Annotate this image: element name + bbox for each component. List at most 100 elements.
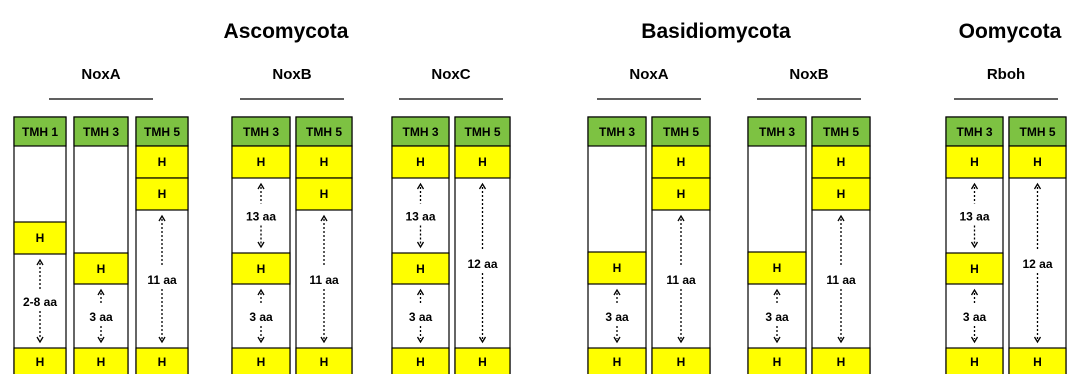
helix-label: H (677, 355, 686, 369)
helix-box (135, 145, 189, 179)
helix-box (454, 347, 511, 374)
spacer-label: 11 aa (666, 273, 696, 287)
tmh-column: TMH 3 H 13 aa H 3 aa H (945, 116, 1004, 374)
helix-label: H (613, 261, 622, 275)
helix-box (135, 347, 189, 374)
helix-label: H (773, 355, 782, 369)
helix-box (811, 347, 871, 374)
helix-label: H (257, 262, 266, 276)
tmh-header-label: TMH 3 (83, 125, 119, 139)
tmh-header-label: TMH 1 (22, 125, 58, 139)
spacer-arrow: 12 aa (467, 182, 498, 344)
subgroup-noxc: NoxC TMH 3 H 13 aa H 3 aa H TMH 5 H 12 aa H (391, 66, 511, 374)
helix-box (73, 252, 129, 285)
group-oomycota: Oomycota Rboh TMH 3 H 13 aa H 3 aa H TMH 5 H 12 aa… (945, 20, 1067, 374)
helix-box (747, 347, 807, 374)
spacer-arrow: 13 aa (246, 182, 276, 249)
tmh-column: TMH 3 H 3 aa H (73, 116, 129, 374)
helix-label: H (416, 262, 425, 276)
tmh-header-label: TMH 3 (957, 125, 993, 139)
spacer-arrow: 3 aa (409, 288, 433, 344)
group-title: Oomycota (959, 20, 1062, 43)
subgroup-noxb: NoxB TMH 3 H 13 aa H 3 aa H TMH 5 H H 11 aa H (231, 66, 353, 374)
helix-label: H (1033, 355, 1042, 369)
tmh-header-label: TMH 3 (243, 125, 279, 139)
subgroup-title: NoxA (81, 66, 120, 83)
spacer-label: 11 aa (147, 273, 177, 287)
helix-box (1008, 347, 1067, 374)
tmh-column: TMH 3 H 3 aa H (587, 116, 647, 374)
spacer-label: 3 aa (249, 310, 273, 324)
helix-label: H (1033, 155, 1042, 169)
spacer-arrow: 3 aa (249, 288, 273, 344)
spacer-label: 13 aa (405, 210, 435, 224)
helix-label: H (416, 155, 425, 169)
subgroup-title: NoxC (431, 66, 470, 83)
spacer-arrow: 11 aa (826, 214, 856, 344)
spacer-arrow: 3 aa (605, 288, 629, 344)
helix-box (747, 251, 807, 285)
helix-label: H (97, 355, 106, 369)
tmh-column: TMH 5 H 12 aa H (454, 116, 511, 374)
spacer-label: 13 aa (246, 210, 276, 224)
tmh-column: TMH 5 H H 11 aa H (651, 116, 711, 374)
group-title: Ascomycota (224, 20, 349, 43)
helix-box (295, 145, 353, 179)
spacer-label: 3 aa (963, 310, 987, 324)
tmh-header-box (587, 116, 647, 147)
subgroup-title: NoxB (272, 66, 311, 83)
helix-label: H (257, 355, 266, 369)
tmh-header-label: TMH 3 (599, 125, 635, 139)
subgroup-title: NoxB (789, 66, 828, 83)
subgroup-noxb: NoxB TMH 3 H 3 aa H TMH 5 H H 11 aa H (747, 66, 871, 374)
spacer-arrow: 13 aa (405, 182, 436, 249)
tmh-column: TMH 1 H 2-8 aa H (13, 116, 67, 374)
subgroup-title: NoxA (629, 66, 668, 83)
helix-label: H (773, 261, 782, 275)
subgroup-noxa: NoxA TMH 3 H 3 aa H TMH 5 H H 11 aa H (587, 66, 711, 374)
helix-box (391, 347, 450, 374)
group-basidiomycota: Basidiomycota NoxA TMH 3 H 3 aa H TMH 5 H H 11 aa… (587, 20, 871, 374)
spacer-label: 3 aa (409, 310, 433, 324)
helix-label: H (158, 355, 167, 369)
helix-label: H (320, 355, 329, 369)
tmh-header-label: TMH 5 (144, 125, 180, 139)
tmh-header-box (747, 116, 807, 147)
spacer-arrow: 13 aa (959, 182, 990, 249)
tmh-column: TMH 5 H H 11 aa H (295, 116, 353, 374)
tmh-header-label: TMH 3 (759, 125, 795, 139)
helix-label: H (97, 262, 106, 276)
spacer-arrow: 3 aa (765, 288, 789, 344)
helix-label: H (613, 355, 622, 369)
helix-box (231, 252, 291, 285)
spacer-arrow: 11 aa (666, 214, 696, 344)
helix-label: H (970, 262, 979, 276)
tmh-header-box (295, 116, 353, 147)
helix-box (651, 347, 711, 374)
helix-box (587, 251, 647, 285)
helix-box (135, 177, 189, 211)
tmh-header-label: TMH 5 (465, 125, 501, 139)
tmh-header-label: TMH 5 (663, 125, 699, 139)
helix-box (811, 145, 871, 179)
tmh-header-box (73, 116, 129, 147)
tmh-column: TMH 3 H 13 aa H 3 aa H (391, 116, 450, 374)
spacer-label: 12 aa (467, 257, 497, 271)
helix-label: H (158, 187, 167, 201)
spacer-label: 11 aa (309, 273, 339, 287)
spacer-arrow: 3 aa (89, 288, 113, 344)
tmh-column: TMH 5 H H 11 aa H (811, 116, 871, 374)
tmh-header-box (13, 116, 67, 147)
tmh-header-box (391, 116, 450, 147)
helix-label: H (320, 155, 329, 169)
helix-box (945, 347, 1004, 374)
helix-box (945, 145, 1004, 179)
helix-label: H (677, 155, 686, 169)
helix-box (1008, 145, 1067, 179)
helix-box (391, 145, 450, 179)
helix-label: H (36, 355, 45, 369)
tmh-column: TMH 3 H 3 aa H (747, 116, 807, 374)
helix-label: H (970, 155, 979, 169)
